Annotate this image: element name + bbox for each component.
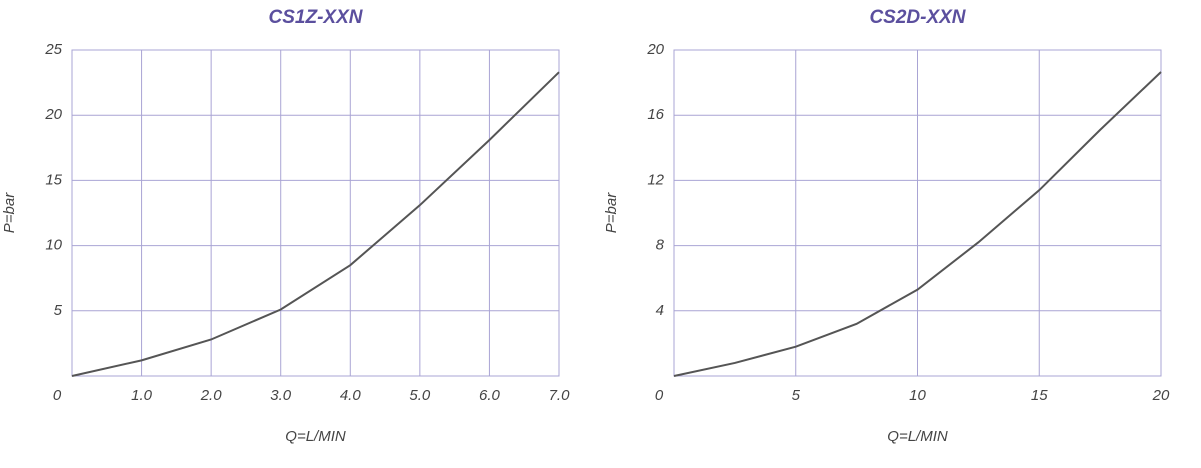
y-tick-label: 8 — [656, 237, 665, 254]
y-tick-label: 15 — [45, 171, 62, 188]
x-tick-label: 2.0 — [200, 387, 223, 404]
y-axis-label: P=bar — [603, 192, 620, 233]
x-tick-label: 0 — [53, 387, 62, 404]
x-tick-label: 5 — [792, 387, 801, 404]
y-tick-label: 12 — [647, 171, 664, 188]
x-tick-label: 4.0 — [340, 387, 362, 404]
y-tick-label: 10 — [45, 237, 62, 254]
y-tick-label: 25 — [44, 41, 62, 58]
chart-title: CS1Z-XXN — [269, 7, 364, 28]
x-tick-label: 1.0 — [131, 387, 153, 404]
y-tick-label: 20 — [44, 106, 62, 123]
y-tick-label: 20 — [646, 41, 664, 58]
x-tick-label: 6.0 — [479, 387, 501, 404]
curve — [673, 71, 1162, 377]
x-tick-label: 7.0 — [549, 387, 571, 404]
x-tick-label: 3.0 — [270, 387, 292, 404]
x-axis-label: Q=L/MIN — [887, 428, 948, 445]
curve — [71, 71, 560, 377]
y-tick-label: 4 — [656, 302, 664, 319]
x-tick-label: 10 — [909, 387, 926, 404]
x-tick-label: 15 — [1031, 387, 1048, 404]
y-axis-label: P=bar — [1, 192, 18, 233]
x-tick-label: 0 — [655, 387, 664, 404]
y-tick-label: 16 — [647, 106, 664, 123]
chart-title: CS2D-XXN — [869, 7, 966, 28]
x-tick-label: 20 — [1152, 387, 1170, 404]
y-tick-label: 5 — [54, 302, 63, 319]
x-axis-label: Q=L/MIN — [285, 428, 346, 445]
plot-frame — [71, 49, 560, 377]
x-tick-label: 5.0 — [409, 387, 431, 404]
